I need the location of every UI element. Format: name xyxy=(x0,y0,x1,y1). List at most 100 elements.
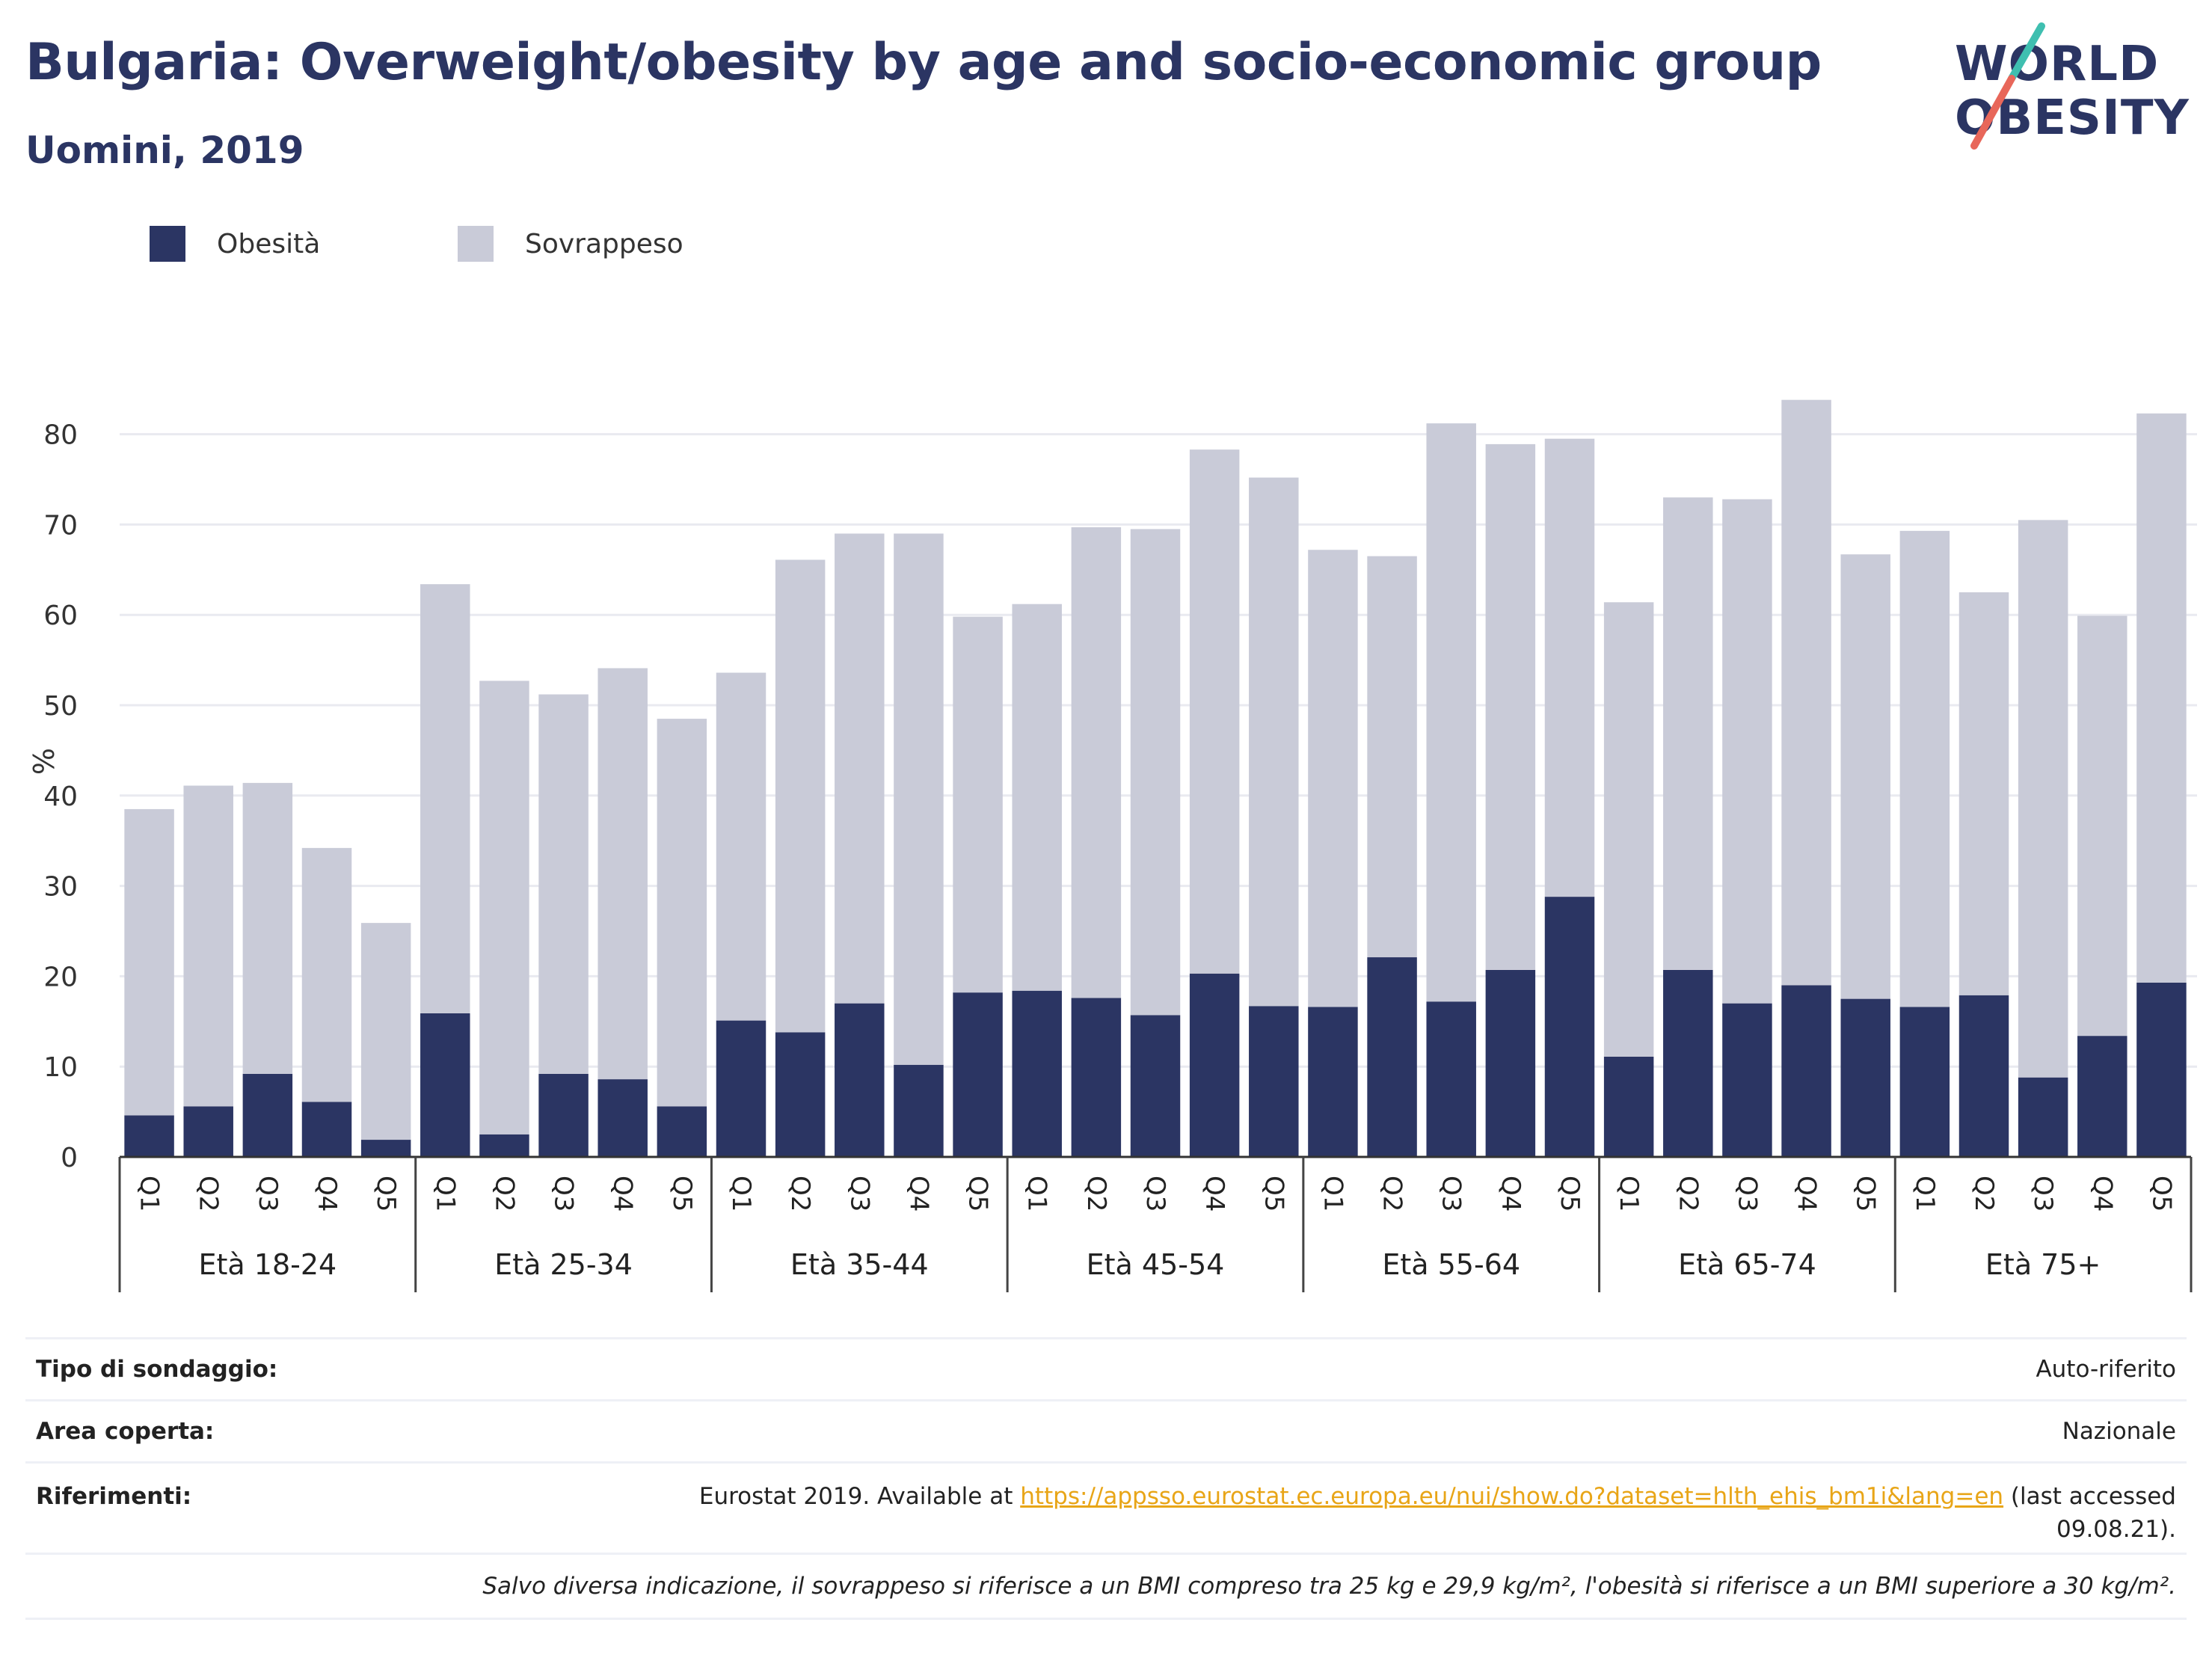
y-tick-label: 0 xyxy=(61,1143,78,1173)
world-obesity-logo: WORLD OBESITY xyxy=(1944,22,2191,157)
reference-link[interactable]: https://appsso.eurostat.ec.europa.eu/nui… xyxy=(1020,1483,2004,1510)
reference-accessed-date: 09.08.21). xyxy=(2056,1516,2176,1543)
bar-obesity xyxy=(1958,995,2009,1157)
x-tick-label: Q1 xyxy=(1910,1176,1940,1212)
x-tick-label: Q4 xyxy=(608,1176,638,1212)
x-tick-label: Q2 xyxy=(194,1176,224,1212)
x-tick-label: Q5 xyxy=(1851,1176,1881,1212)
x-tick-label: Q2 xyxy=(1969,1176,1999,1212)
bar-overweight xyxy=(1485,443,1536,970)
info-value-area: Nazionale xyxy=(2062,1418,2176,1445)
bar-obesity xyxy=(124,1115,174,1157)
bar-obesity xyxy=(1130,1015,1181,1157)
bar-overweight xyxy=(538,694,589,1074)
group-label: Età 45-54 xyxy=(1087,1248,1225,1281)
chart-title: Bulgaria: Overweight/obesity by age and … xyxy=(25,33,1822,92)
x-tick-label: Q3 xyxy=(1732,1176,1762,1212)
bar-obesity xyxy=(1663,969,1713,1157)
x-tick-label: Q5 xyxy=(1555,1176,1585,1212)
bar-overweight xyxy=(301,847,352,1102)
bar-obesity xyxy=(953,992,1003,1157)
bar-obesity xyxy=(1544,897,1595,1157)
x-tick-label: Q1 xyxy=(135,1176,165,1212)
y-tick-label: 50 xyxy=(43,691,78,722)
bar-obesity xyxy=(835,1003,885,1157)
bar-obesity xyxy=(538,1073,589,1157)
x-tick-label: Q4 xyxy=(1199,1176,1229,1212)
x-tick-label: Q3 xyxy=(844,1176,874,1212)
x-tick-label: Q2 xyxy=(1673,1176,1703,1212)
x-tick-label: Q5 xyxy=(667,1176,697,1212)
x-tick-label: Q4 xyxy=(312,1176,342,1212)
y-axis-label: % xyxy=(28,748,61,775)
definition-note: Salvo diversa indicazione, il sovrappeso… xyxy=(482,1573,2176,1600)
x-tick-label: Q5 xyxy=(371,1176,401,1212)
info-table: Tipo di sondaggio: Auto-riferito Area co… xyxy=(25,1337,2187,1620)
x-tick-label: Q3 xyxy=(2028,1176,2058,1212)
group-label: Età 55-64 xyxy=(1382,1248,1520,1281)
bar-overweight xyxy=(479,681,529,1134)
bar-obesity xyxy=(657,1106,707,1157)
info-key-references: Riferimenti: xyxy=(36,1483,192,1510)
info-key-survey-type: Tipo di sondaggio: xyxy=(36,1356,278,1383)
bar-overweight xyxy=(1249,477,1299,1007)
legend-label-obesity: Obesità xyxy=(217,228,321,260)
x-tick-label: Q2 xyxy=(1377,1176,1407,1212)
x-tick-label: Q4 xyxy=(1496,1176,1526,1212)
bar-obesity xyxy=(360,1140,411,1157)
bar-obesity xyxy=(301,1102,352,1157)
x-tick-label: Q1 xyxy=(1022,1176,1052,1212)
bar-obesity xyxy=(1781,985,1831,1157)
bar-overweight xyxy=(835,533,885,1004)
bar-overweight xyxy=(1071,527,1122,998)
bar-obesity xyxy=(242,1073,293,1157)
bar-overweight xyxy=(1722,499,1772,1004)
bar-overweight xyxy=(2136,413,2187,983)
bar-obesity xyxy=(420,1013,470,1157)
bar-obesity xyxy=(183,1106,233,1157)
bar-obesity xyxy=(2077,1036,2127,1157)
y-tick-label: 30 xyxy=(43,872,78,903)
group-label: Età 75+ xyxy=(1985,1248,2101,1281)
bar-overweight xyxy=(1189,449,1240,974)
info-row-references: Riferimenti: Eurostat 2019. Available at… xyxy=(25,1461,2187,1553)
logo-word-world: WORLD xyxy=(1955,37,2160,92)
legend-item-obesity: Obesità xyxy=(150,221,320,266)
bar-obesity xyxy=(597,1079,648,1157)
legend-label-overweight: Sovrappeso xyxy=(525,228,683,260)
bar-overweight xyxy=(597,668,648,1080)
bar-obesity xyxy=(1308,1007,1358,1157)
group-label: Età 18-24 xyxy=(199,1248,337,1281)
bar-obesity xyxy=(1840,998,1890,1157)
logo-slash-icon xyxy=(1970,22,2045,150)
bar-overweight xyxy=(1544,438,1595,897)
info-row-note: Salvo diversa indicazione, il sovrappeso… xyxy=(25,1553,2187,1620)
bar-overweight xyxy=(124,808,174,1116)
x-tick-label: Q1 xyxy=(430,1176,460,1212)
bar-overweight xyxy=(360,923,411,1140)
x-tick-label: Q1 xyxy=(726,1176,756,1212)
bar-overweight xyxy=(1367,556,1417,958)
bar-obesity xyxy=(1485,969,1536,1157)
group-label: Età 25-34 xyxy=(494,1248,633,1281)
x-tick-label: Q4 xyxy=(903,1176,933,1212)
bar-overweight xyxy=(1840,554,1890,999)
bar-overweight xyxy=(2077,615,2127,1037)
bar-overweight xyxy=(894,533,944,1065)
x-tick-label: Q2 xyxy=(785,1176,815,1212)
bar-obesity xyxy=(1603,1056,1654,1157)
x-tick-label: Q3 xyxy=(1437,1176,1466,1212)
group-label: Età 35-44 xyxy=(790,1248,929,1281)
y-tick-label: 10 xyxy=(43,1052,78,1083)
bar-obesity xyxy=(2136,982,2187,1157)
bar-overweight xyxy=(775,559,826,1033)
x-tick-label: Q3 xyxy=(253,1176,283,1212)
reference-prefix: Eurostat 2019. Available at xyxy=(698,1483,1021,1510)
info-key-area: Area coperta: xyxy=(36,1418,215,1445)
bar-overweight xyxy=(1899,530,1950,1007)
bar-overweight xyxy=(953,616,1003,993)
x-tick-label: Q4 xyxy=(2087,1176,2117,1212)
x-tick-label: Q1 xyxy=(1614,1176,1644,1212)
bar-overweight xyxy=(1663,497,1713,970)
chart-subtitle: Uomini, 2019 xyxy=(25,129,304,172)
